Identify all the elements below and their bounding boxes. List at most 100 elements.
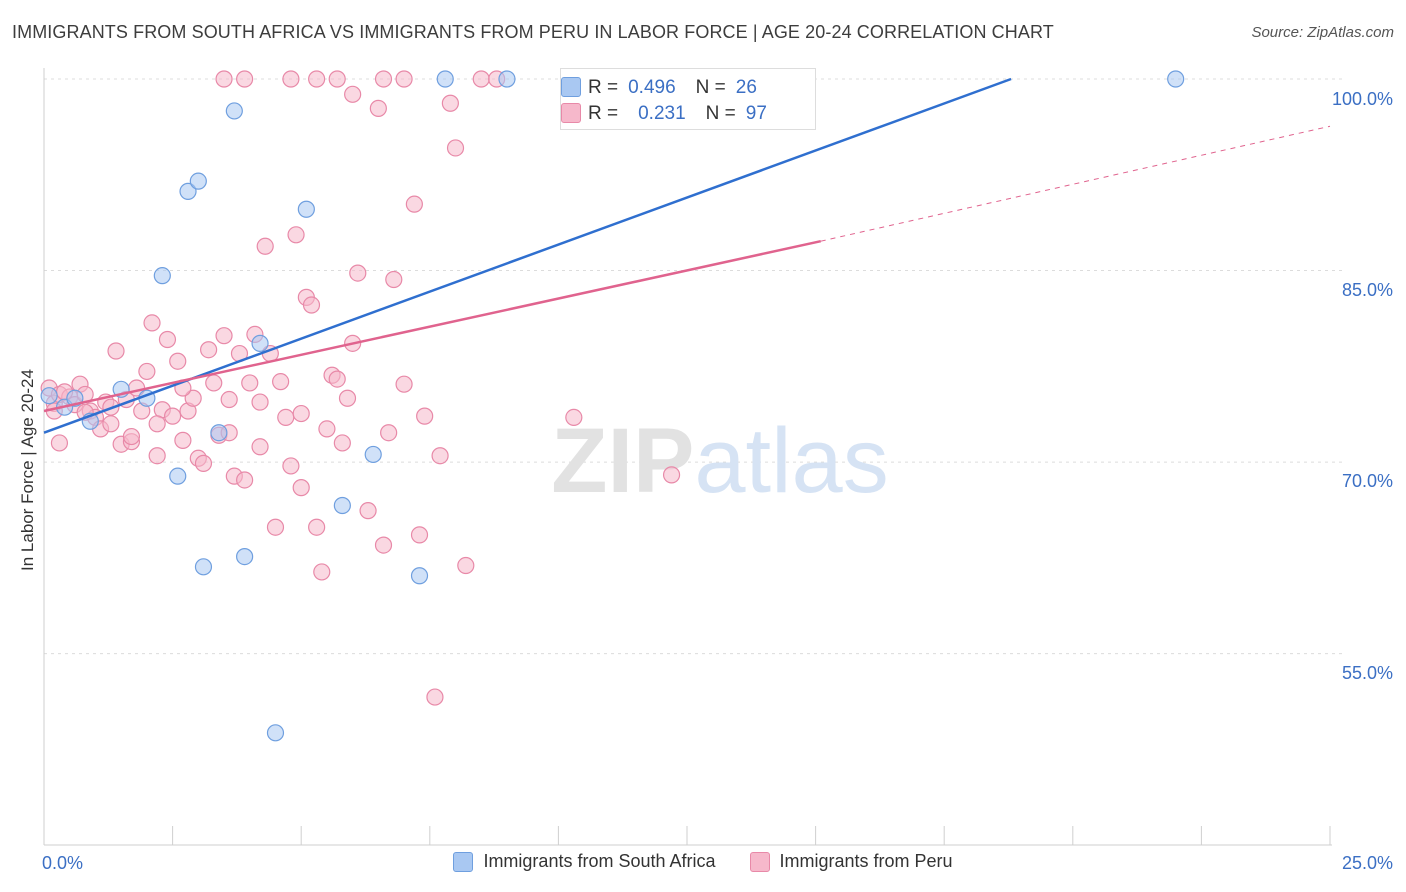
x-tick-label-max: 25.0% [1342,853,1393,873]
point-peru-83 [328,70,346,88]
point-peru-74 [457,556,475,575]
y-axis-label: In Labor Force | Age 20-24 [18,369,37,571]
point-south-africa-12 [225,102,243,120]
legend-swatch-south-africa [453,851,474,872]
point-peru-41 [251,438,269,456]
bottom-legend: Immigrants from South Africa Immigrants … [0,851,1406,872]
legend-item-peru: Immigrants from Peru [749,851,953,872]
point-peru-60 [349,264,367,282]
point-peru-28 [184,389,202,407]
axes-layer [43,68,1332,846]
point-peru-64 [380,424,398,442]
point-south-africa-20 [436,70,454,88]
inset-row-blue: R = 0.496 N = 26 [561,77,757,99]
point-south-africa-18 [364,445,382,464]
point-peru-35 [220,390,238,409]
x-tick-label-min: 0.0% [42,853,83,873]
inset-n-value-pink: 97 [745,103,767,124]
trend-line-peru-extension [820,125,1331,242]
inset-r-value-pink: 0.231 [638,103,686,124]
trend-line-south-africa [43,77,1012,434]
point-peru-57 [333,434,351,452]
watermark-atlas: atlas [694,410,888,512]
point-peru-56 [328,370,346,388]
point-peru-79 [215,70,233,88]
point-south-africa-10 [194,558,213,576]
trend-line-peru [43,239,822,413]
point-south-africa-7 [169,467,187,485]
grid-layer [44,78,1345,655]
point-south-africa-13 [236,547,254,566]
point-peru-67 [405,195,423,213]
legend-label-south-africa: Immigrants from South Africa [483,851,716,871]
inset-r-value-blue: 0.496 [628,77,676,98]
point-peru-21 [148,447,166,465]
points-layer [40,70,1185,742]
point-peru-44 [266,518,285,536]
legend-swatch-blue [561,77,581,97]
point-peru-70 [426,688,444,706]
point-peru-3 [50,434,69,452]
point-peru-49 [292,479,310,497]
point-peru-31 [200,341,218,359]
point-south-africa-14 [251,334,269,352]
point-peru-66 [395,375,413,393]
point-peru-68 [410,526,429,544]
point-peru-19 [138,362,156,381]
point-peru-77 [565,408,583,427]
point-peru-25 [169,352,187,370]
chart-title: IMMIGRANTS FROM SOUTH AFRICA VS IMMIGRAN… [12,22,1054,42]
point-peru-46 [277,408,295,427]
point-peru-91 [148,415,166,433]
watermark: ZIPatlas [551,410,888,512]
point-peru-39 [241,374,259,392]
point-peru-94 [251,393,269,411]
point-peru-72 [441,94,459,112]
point-peru-90 [122,427,141,446]
point-peru-78 [662,466,681,484]
point-south-africa-8 [179,182,197,200]
point-peru-62 [369,99,387,117]
point-peru-26 [174,431,192,449]
point-peru-30 [194,454,213,472]
point-peru-82 [308,70,326,88]
legend-swatch-peru [749,851,770,872]
point-south-africa-6 [153,267,171,285]
point-peru-54 [318,420,336,438]
legend-swatch-pink [561,103,581,123]
legend-item-south-africa: Immigrants from South Africa [453,851,716,872]
point-peru-95 [292,404,310,423]
y-tick-label-0: 55.0% [1342,663,1393,683]
point-peru-63 [374,536,393,554]
tick-labels-layer: 55.0% 70.0% 85.0% 100.0% 0.0% 25.0% [42,89,1393,873]
point-peru-80 [236,70,254,88]
point-peru-34 [215,327,233,345]
inset-row-pink: R = 0.231 N = 97 [561,103,767,125]
y-tick-label-1: 70.0% [1342,471,1393,491]
watermark-zip: ZIP [551,410,694,512]
inset-r-label-pink: R = [588,103,619,124]
point-peru-38 [236,471,254,489]
trend-layer [43,77,1331,434]
inset-n-label-pink: N = [705,103,736,124]
legend-label-peru: Immigrants from Peru [779,851,953,871]
point-peru-45 [272,373,290,391]
point-peru-24 [164,407,182,425]
point-peru-65 [385,270,403,289]
point-south-africa-9 [189,172,207,190]
point-south-africa-25 [1167,70,1185,88]
point-peru-20 [143,314,161,332]
inset-r-label-blue: R = [588,77,619,98]
y-tick-label-3: 100.0% [1332,89,1393,109]
point-peru-71 [431,447,449,465]
point-south-africa-0 [40,387,58,405]
point-south-africa-16 [297,200,315,218]
point-south-africa-11 [210,424,228,442]
point-peru-53 [313,563,331,581]
point-south-africa-19 [410,567,429,585]
point-south-africa-15 [266,724,285,742]
point-peru-85 [374,70,393,88]
point-peru-84 [344,85,362,103]
point-peru-32 [205,374,223,392]
point-peru-13 [107,342,125,360]
